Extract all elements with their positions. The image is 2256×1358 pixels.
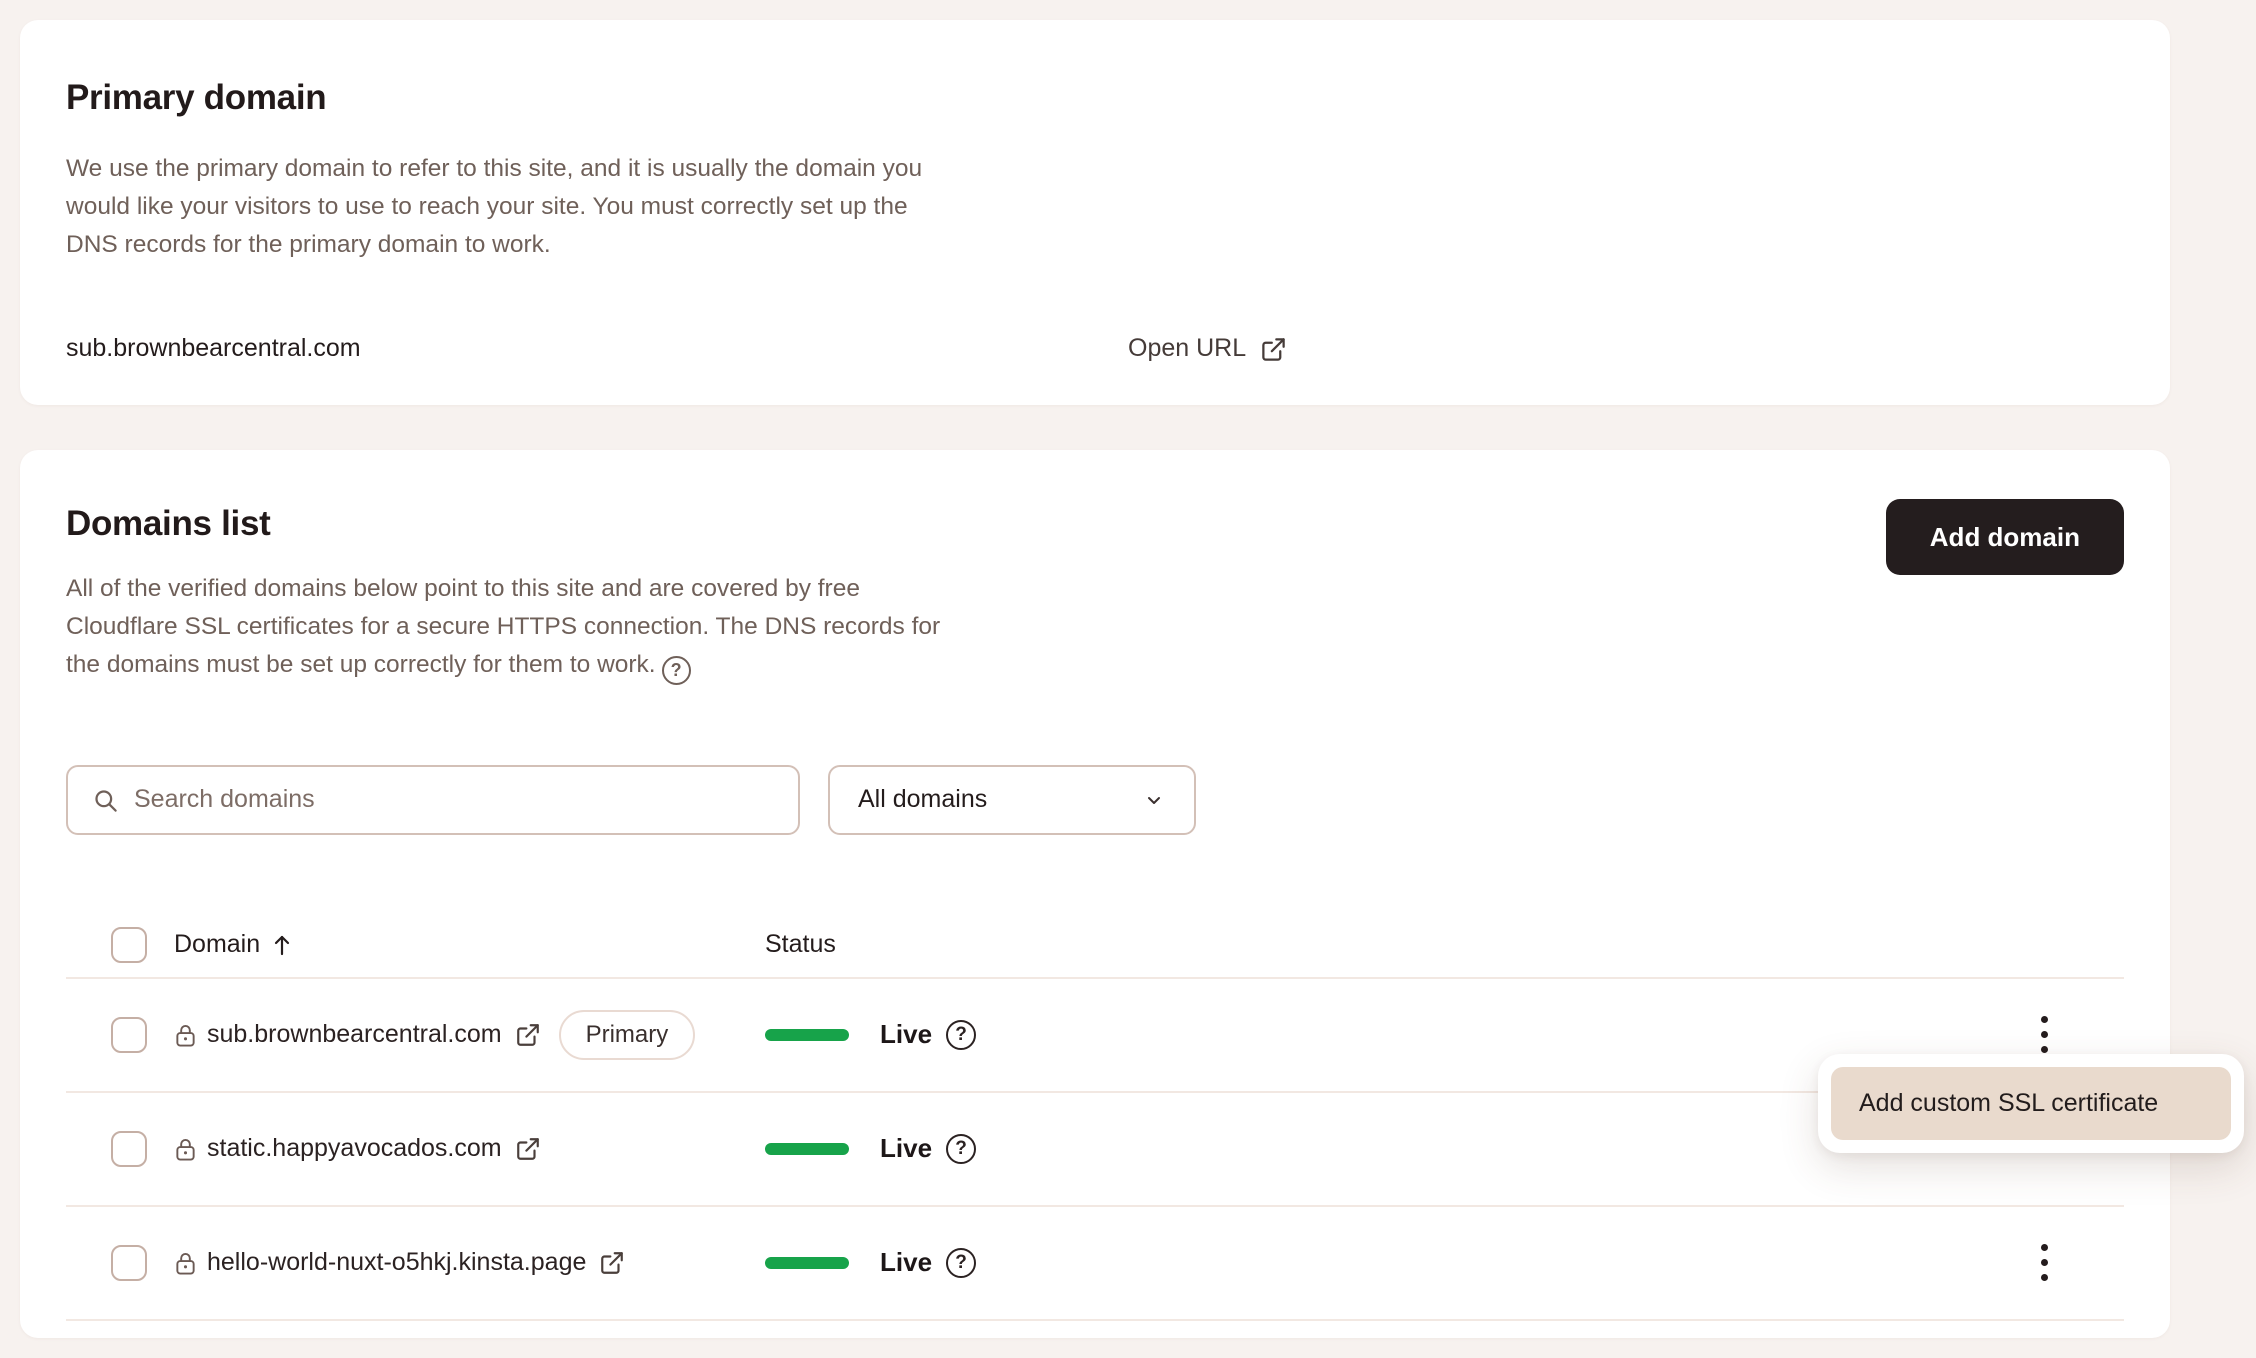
- sort-ascending-icon: [272, 933, 292, 957]
- primary-badge: Primary: [558, 1009, 696, 1060]
- column-header-status: Status: [765, 930, 836, 958]
- lock-icon: [174, 1136, 197, 1162]
- domains-filter-select[interactable]: All domains: [828, 764, 1196, 835]
- external-link-icon: [1260, 334, 1287, 363]
- table-bottom-divider: [66, 1318, 2124, 1321]
- primary-domain-card: Primary domain We use the primary domain…: [20, 20, 2170, 405]
- domains-list-title: Domains list: [66, 504, 271, 543]
- row-actions-kebab-button[interactable]: [2033, 1236, 2056, 1289]
- chevron-down-icon: [1142, 788, 1166, 812]
- status-label: Live: [880, 1133, 933, 1163]
- status-indicator-bar: [765, 1028, 849, 1041]
- domain-name: hello-world-nuxt-o5hkj.kinsta.page: [207, 1248, 587, 1276]
- search-input[interactable]: [66, 764, 800, 835]
- primary-domain-title: Primary domain: [66, 78, 327, 117]
- primary-domain-row: sub.brownbearcentral.com Open URL: [66, 334, 2124, 363]
- table-header-row: Domain Status: [66, 913, 2124, 977]
- open-url-label: Open URL: [1128, 334, 1247, 362]
- status-help-icon[interactable]: [946, 1133, 977, 1164]
- lock-icon: [174, 1022, 197, 1048]
- table-row: sub.brownbearcentral.com Primary Live: [66, 976, 2124, 1091]
- status-help-icon[interactable]: [946, 1247, 977, 1278]
- lock-icon: [174, 1250, 197, 1276]
- context-menu-item-add-custom-ssl[interactable]: Add custom SSL certificate: [1831, 1067, 2231, 1140]
- status-label: Live: [880, 1247, 933, 1277]
- row-checkbox[interactable]: [111, 1244, 147, 1281]
- domains-list-description: All of the verified domains below point …: [66, 570, 971, 685]
- status-help-icon[interactable]: [946, 1019, 977, 1050]
- domain-name: sub.brownbearcentral.com: [207, 1020, 502, 1048]
- status-label: Live: [880, 1019, 933, 1049]
- external-link-icon[interactable]: [515, 1022, 541, 1048]
- help-icon[interactable]: [661, 655, 691, 685]
- row-checkbox[interactable]: [111, 1016, 147, 1053]
- row-actions-kebab-button[interactable]: [2033, 1008, 2056, 1061]
- search-domains-field: [66, 764, 800, 835]
- status-indicator-bar: [765, 1142, 849, 1155]
- column-header-domain[interactable]: Domain: [174, 930, 765, 959]
- select-all-checkbox[interactable]: [111, 926, 147, 963]
- primary-domain-description: We use the primary domain to refer to th…: [66, 155, 923, 258]
- primary-domain-value: sub.brownbearcentral.com: [66, 334, 361, 362]
- open-url-link[interactable]: Open URL: [1128, 334, 1287, 363]
- add-domain-button[interactable]: Add domain: [1885, 499, 2124, 575]
- status-indicator-bar: [765, 1256, 849, 1269]
- domains-list-card: Domains list All of the verified domains…: [20, 450, 2170, 1338]
- domains-table: Domain Status: [66, 913, 2124, 1321]
- context-menu: Add custom SSL certificate: [1818, 1054, 2244, 1153]
- filter-selected-value: All domains: [858, 785, 988, 813]
- external-link-icon[interactable]: [599, 1250, 625, 1276]
- table-row: static.happyavocados.com Live: [66, 1090, 2124, 1205]
- row-checkbox[interactable]: [111, 1130, 147, 1167]
- external-link-icon[interactable]: [515, 1136, 541, 1162]
- domain-name: static.happyavocados.com: [207, 1134, 502, 1162]
- table-row: hello-world-nuxt-o5hkj.kinsta.page Live: [66, 1204, 2124, 1319]
